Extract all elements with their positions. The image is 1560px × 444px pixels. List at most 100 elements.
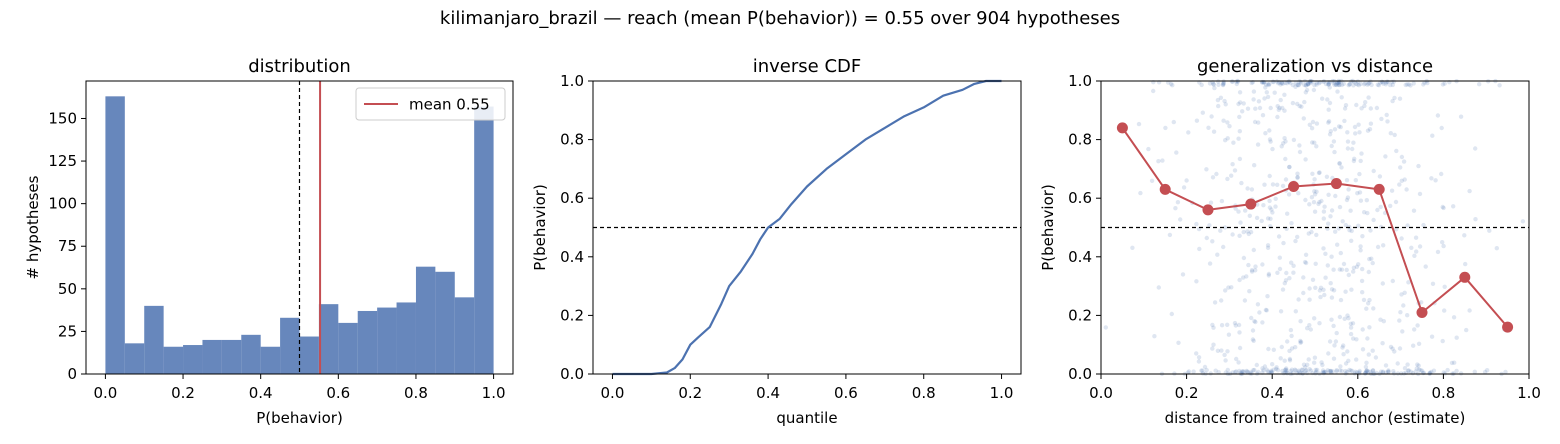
histogram-bar (202, 339, 222, 374)
scatter-point (1331, 267, 1336, 272)
scatter-point (1250, 328, 1256, 333)
x-tick-label: 1.0 (1517, 384, 1541, 402)
scatter-point (1347, 81, 1353, 87)
binned-mean-marker (1416, 306, 1428, 318)
scatter-point (1317, 199, 1322, 205)
scatter-point (1270, 210, 1275, 215)
scatter-point (1321, 370, 1327, 375)
scatter-point (1408, 369, 1414, 374)
scatter-point (1138, 190, 1143, 196)
scatter-point (1381, 243, 1386, 248)
scatter-point (1289, 260, 1294, 265)
scatter-point (1275, 182, 1280, 187)
scatter-point (1167, 232, 1173, 238)
scatter-point (1290, 100, 1296, 106)
scatter-point (1229, 285, 1234, 290)
scatter-point (1249, 80, 1254, 86)
scatter-point (1378, 204, 1383, 210)
scatter-point (1289, 346, 1295, 351)
scatter-point (1251, 97, 1256, 102)
y-tick-label: 75 (58, 237, 77, 255)
scatter-point (1245, 369, 1250, 374)
scatter-point (1282, 367, 1288, 373)
scatter-point (1279, 144, 1284, 149)
scatter-point (1332, 149, 1337, 155)
y-axis-label: P(behavior) (1039, 184, 1057, 271)
scatter-point (1351, 336, 1356, 341)
scatter-point (1297, 143, 1302, 148)
scatter-point (1385, 119, 1390, 124)
histogram-bar (221, 339, 242, 374)
scatter-point (1473, 146, 1478, 151)
scatter-point (1194, 351, 1199, 356)
scatter-point (1264, 308, 1269, 313)
x-tick-label: 0.8 (912, 384, 936, 402)
scatter-point (1380, 369, 1386, 374)
scatter-point (1337, 82, 1342, 87)
scatter-point (1314, 367, 1320, 373)
scatter-point (1298, 339, 1304, 345)
scatter-point (1439, 171, 1444, 177)
scatter-point (1367, 127, 1373, 132)
scatter-point (1368, 121, 1374, 126)
x-tick-label: 0.6 (834, 384, 858, 402)
scatter-point (1328, 369, 1334, 374)
scatter-point (1261, 80, 1266, 85)
scatter-point (1265, 94, 1271, 100)
scatter-point (1305, 81, 1311, 86)
scatter-point (1283, 367, 1289, 372)
scatter-point (1271, 347, 1277, 352)
scatter-point (1279, 80, 1284, 85)
scatter-point (1260, 262, 1265, 267)
scatter-point (1358, 158, 1363, 164)
scatter-point (1239, 369, 1245, 374)
scatter-point (1503, 369, 1508, 375)
scatter-point (1418, 368, 1423, 373)
scatter-point (1333, 193, 1338, 199)
scatter-point (1412, 327, 1417, 332)
scatter-point (1234, 356, 1239, 362)
scatter-point (1163, 125, 1168, 131)
scatter-point (1261, 203, 1266, 208)
scatter-point (1241, 255, 1247, 261)
x-tick-label: 0.2 (1175, 384, 1199, 402)
scatter-point (1269, 368, 1274, 373)
scatter-point (1313, 367, 1318, 373)
scatter-point (1397, 182, 1402, 187)
scatter-point (1325, 263, 1331, 268)
scatter-point (1397, 318, 1402, 323)
y-tick-label: 0.4 (560, 248, 584, 266)
scatter-point (1311, 200, 1317, 205)
scatter-point (1250, 337, 1256, 342)
scatter-point (1380, 281, 1386, 286)
scatter-point (1207, 223, 1212, 228)
scatter-point (1298, 319, 1303, 324)
scatter-point (1378, 317, 1383, 322)
scatter-point (1283, 139, 1288, 144)
scatter-point (1314, 144, 1319, 149)
scatter-point (1285, 339, 1290, 344)
scatter-point (1351, 158, 1357, 164)
scatter-point (1293, 368, 1298, 373)
scatter-point (1241, 101, 1246, 106)
scatter-point (1223, 358, 1228, 363)
scatter-point (1229, 79, 1235, 84)
scatter-point (1317, 288, 1323, 293)
scatter-point (1252, 119, 1258, 125)
scatter-point (1289, 333, 1294, 339)
scatter-point (1219, 298, 1224, 303)
scatter-point (1445, 367, 1450, 373)
scatter-point (1207, 261, 1213, 266)
x-axis-label: P(behavior) (256, 409, 343, 427)
scatter-point (1257, 105, 1263, 111)
scatter-point (1225, 322, 1230, 327)
scatter-point (1295, 171, 1300, 176)
scatter-point (1317, 321, 1322, 326)
scatter-point (1346, 83, 1351, 88)
scatter-point (1365, 82, 1370, 87)
scatter-point (1255, 302, 1261, 307)
scatter-point (1231, 140, 1236, 145)
scatter-point (1266, 82, 1272, 88)
scatter-point (1421, 82, 1426, 87)
scatter-point (1326, 221, 1331, 226)
